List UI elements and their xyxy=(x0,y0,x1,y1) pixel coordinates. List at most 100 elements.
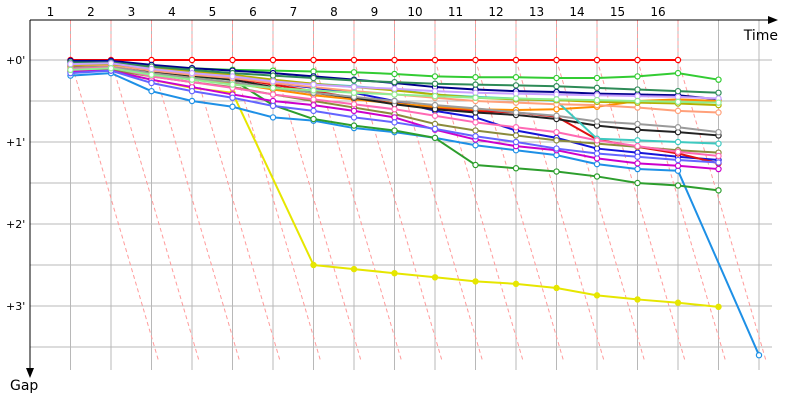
data-point xyxy=(634,160,641,167)
data-point xyxy=(229,94,236,101)
data-point xyxy=(431,125,439,133)
data-point xyxy=(188,76,196,83)
data-point xyxy=(107,64,115,72)
data-point xyxy=(188,97,196,105)
x-axis-arrow-icon xyxy=(768,16,778,24)
series-line xyxy=(67,69,763,359)
axes: Time Gap xyxy=(10,16,778,394)
x-tick-label: 16 xyxy=(650,5,665,19)
x-tick-label: 3 xyxy=(128,5,136,19)
data-point xyxy=(472,127,479,134)
data-point xyxy=(674,148,682,156)
x-tick-label: 12 xyxy=(488,5,503,19)
lap-marker-line xyxy=(110,59,200,363)
data-point xyxy=(431,80,439,87)
data-point xyxy=(553,145,560,152)
data-point xyxy=(431,101,439,109)
data-point xyxy=(593,150,601,157)
data-point xyxy=(593,173,601,180)
data-point xyxy=(188,56,196,64)
series-line xyxy=(67,56,682,64)
data-point xyxy=(188,69,196,77)
data-point xyxy=(472,105,479,112)
data-point xyxy=(350,77,358,84)
data-point xyxy=(472,81,479,88)
data-point xyxy=(512,95,520,102)
lap-marker-line xyxy=(637,59,727,363)
data-point xyxy=(715,152,722,160)
x-tick-label: 14 xyxy=(569,5,584,19)
data-point xyxy=(755,352,763,359)
data-point xyxy=(674,69,682,77)
data-point xyxy=(269,78,277,85)
lap-marker-line xyxy=(394,59,484,363)
data-point xyxy=(431,112,439,119)
data-point xyxy=(512,109,520,116)
x-tick-label: 8 xyxy=(330,5,338,19)
data-point xyxy=(391,91,398,98)
data-point xyxy=(593,160,601,168)
lap-marker-line xyxy=(70,59,160,363)
data-point xyxy=(674,87,682,95)
data-point xyxy=(391,105,398,113)
data-point xyxy=(512,74,520,81)
x-tick-label: 2 xyxy=(87,5,95,19)
data-point xyxy=(350,83,358,91)
data-point xyxy=(715,109,722,116)
data-point xyxy=(472,94,479,101)
y-axis-label: Gap xyxy=(10,378,38,394)
data-point xyxy=(593,137,601,144)
data-point xyxy=(350,107,358,115)
data-point xyxy=(634,86,641,93)
data-point xyxy=(512,280,520,288)
data-point xyxy=(391,97,398,105)
series-line xyxy=(67,64,722,106)
data-point xyxy=(674,162,682,169)
data-point xyxy=(269,91,277,98)
series-line xyxy=(67,60,722,102)
data-point xyxy=(674,156,682,164)
series-line xyxy=(67,64,722,160)
data-point xyxy=(148,65,155,73)
data-point xyxy=(310,107,317,115)
data-point xyxy=(391,56,398,64)
data-point xyxy=(593,56,601,64)
data-point xyxy=(310,261,317,269)
data-point xyxy=(634,142,641,150)
data-point xyxy=(553,284,560,292)
data-point xyxy=(310,96,317,103)
data-point xyxy=(391,270,398,277)
data-point xyxy=(715,89,722,97)
data-point xyxy=(634,56,641,64)
data-point xyxy=(593,292,601,299)
data-point xyxy=(310,115,317,123)
data-point xyxy=(674,56,682,64)
data-point xyxy=(229,81,236,88)
y-tick-label: +1' xyxy=(6,136,25,149)
data-point xyxy=(472,278,479,285)
series-path xyxy=(70,72,760,356)
data-point xyxy=(310,56,317,64)
data-point xyxy=(715,76,722,83)
x-axis-label: Time xyxy=(743,28,778,44)
data-point xyxy=(391,78,398,86)
data-point xyxy=(310,74,317,82)
y-tick-label: +0' xyxy=(6,54,25,67)
data-point xyxy=(391,70,398,78)
y-tick-label: +2' xyxy=(6,218,25,231)
tick-labels: 1 2 3 4 5 6 7 8 9 10 11 12 13 14 15 16+0'+1'+2'+3' xyxy=(6,5,666,313)
data-point xyxy=(634,153,641,160)
data-point xyxy=(553,96,560,103)
data-point xyxy=(715,99,722,106)
data-point xyxy=(188,87,196,95)
x-tick-label: 10 xyxy=(407,5,422,19)
data-point xyxy=(67,60,74,68)
data-point xyxy=(431,134,439,142)
data-point xyxy=(310,87,317,94)
data-point xyxy=(512,138,520,146)
data-point xyxy=(674,124,682,131)
data-point xyxy=(391,127,398,134)
x-tick-label: 6 xyxy=(249,5,257,19)
data-point xyxy=(674,299,682,306)
